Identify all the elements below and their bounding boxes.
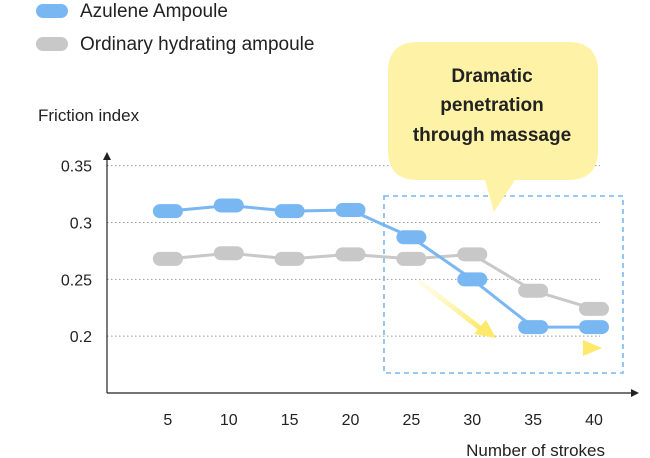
y-tick-label: 0.25 [61, 272, 92, 289]
data-point-ordinary [274, 251, 305, 266]
y-tick-labels: 0.2 0.25 0.3 0.35 [61, 159, 92, 346]
x-tick-label: 40 [585, 412, 603, 429]
series-ordinary [152, 246, 609, 316]
data-point-azulene [274, 204, 305, 219]
data-point-ordinary [396, 251, 427, 266]
x-tick-label: 35 [524, 412, 542, 429]
x-axis-label: Number of strokes [466, 441, 605, 458]
x-axis-arrow [631, 389, 639, 397]
data-point-ordinary [579, 301, 609, 316]
legend-label-ordinary: Ordinary hydrating ampoule [80, 34, 314, 55]
y-axis-arrow [103, 152, 111, 160]
trend-arrow-flat [515, 340, 602, 356]
legend-item-azulene: Azulene Ampoule [36, 1, 228, 22]
x-tick-label: 25 [402, 412, 420, 429]
x-tick-label: 20 [342, 412, 360, 429]
series-line-ordinary [167, 251, 595, 311]
y-axis-label: Friction index [38, 106, 140, 125]
y-tick-label: 0.35 [61, 159, 92, 176]
annotation: Dramatic penetration through massage [383, 42, 624, 374]
legend-swatch-ordinary [36, 37, 68, 51]
data-point-ordinary [457, 247, 488, 262]
data-point-azulene [335, 203, 366, 218]
y-tick-label: 0.2 [70, 329, 92, 346]
x-tick-labels: 5 10 15 20 25 30 35 40 [163, 412, 603, 429]
data-point-ordinary [152, 251, 183, 266]
series-line-azulene [167, 203, 594, 329]
trend-arrow-down [417, 279, 496, 338]
data-point-ordinary [335, 247, 366, 262]
legend-swatch-azulene [36, 4, 68, 18]
data-point-azulene [579, 320, 609, 335]
x-tick-label: 5 [163, 412, 172, 429]
data-point-ordinary [213, 246, 244, 261]
data-point-azulene [213, 198, 244, 213]
annotation-line-3: through massage [413, 125, 571, 146]
data-point-azulene [457, 272, 488, 287]
x-tick-label: 15 [281, 412, 299, 429]
data-point-ordinary [518, 283, 549, 298]
series-azulene [152, 198, 609, 335]
legend-label-azulene: Azulene Ampoule [80, 1, 228, 22]
x-tick-label: 10 [220, 412, 238, 429]
axes [103, 152, 639, 397]
legend-item-ordinary: Ordinary hydrating ampoule [36, 34, 314, 55]
annotation-line-2: penetration [440, 95, 543, 116]
data-series [152, 198, 609, 335]
y-tick-label: 0.3 [70, 216, 92, 233]
x-tick-label: 30 [463, 412, 481, 429]
data-point-azulene [518, 320, 549, 335]
data-point-azulene [396, 230, 427, 245]
speech-bubble [388, 42, 598, 212]
legend: Azulene Ampoule Ordinary hydrating ampou… [36, 1, 314, 55]
annotation-line-1: Dramatic [451, 66, 533, 87]
data-point-azulene [152, 204, 183, 219]
